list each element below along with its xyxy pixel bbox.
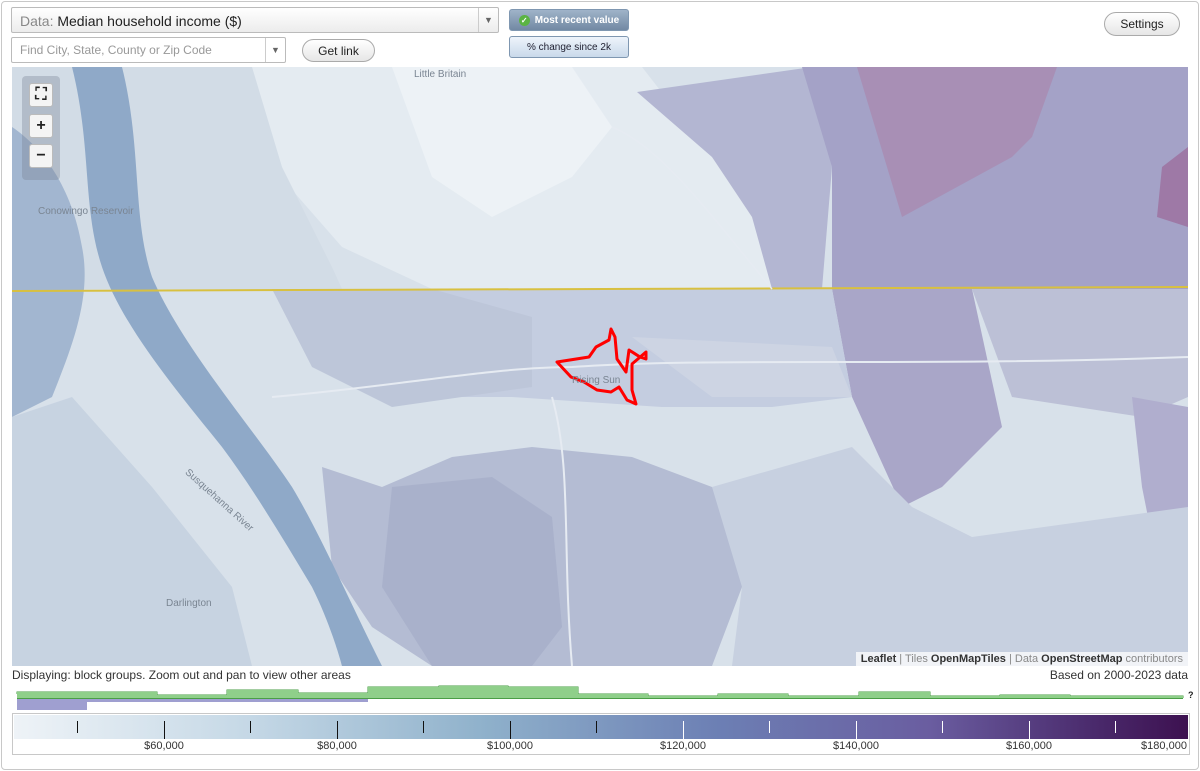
map-zoom-control: ⛶ + − bbox=[22, 76, 60, 180]
chevron-down-icon[interactable]: ▼ bbox=[478, 8, 498, 32]
legend-label: $180,000 bbox=[1141, 740, 1187, 752]
legend-label: $160,000 bbox=[1006, 740, 1052, 752]
map-label-little-britain: Little Britain bbox=[414, 69, 467, 80]
legend-label: $140,000 bbox=[833, 740, 879, 752]
leaflet-link[interactable]: Leaflet bbox=[860, 653, 897, 665]
location-search[interactable]: ▼ bbox=[11, 37, 286, 63]
histogram-help-icon[interactable]: ? bbox=[1188, 690, 1194, 700]
data-select-text: Data: Median household income ($) bbox=[20, 13, 242, 29]
value-histogram bbox=[16, 685, 1184, 710]
map-label-darlington: Darlington bbox=[166, 598, 212, 609]
zoom-in-button[interactable]: + bbox=[29, 114, 53, 138]
most-recent-value-button[interactable]: ✓ Most recent value bbox=[509, 9, 629, 31]
legend-label: $80,000 bbox=[317, 740, 357, 752]
pct-change-button[interactable]: % change since 2k bbox=[509, 36, 629, 58]
data-variable-select[interactable]: Data: Median household income ($) ▼ bbox=[11, 7, 499, 33]
zoom-out-button[interactable]: − bbox=[29, 144, 53, 168]
map-attribution: Leaflet | Tiles OpenMapTiles | Data Open… bbox=[855, 652, 1188, 666]
openstreetmap-link[interactable]: OpenStreetMap bbox=[1041, 653, 1123, 665]
settings-button[interactable]: Settings bbox=[1104, 12, 1180, 36]
check-icon: ✓ bbox=[518, 14, 530, 26]
legend-label: $60,000 bbox=[144, 740, 184, 752]
data-range-status: Based on 2000-2023 data bbox=[1049, 668, 1188, 682]
legend-label: $120,000 bbox=[660, 740, 706, 752]
legend-label: $100,000 bbox=[487, 740, 533, 752]
chevron-down-icon[interactable]: ▼ bbox=[265, 38, 285, 62]
fullscreen-icon[interactable]: ⛶ bbox=[29, 83, 53, 107]
map-label-conowingo-reservoir: Conowingo Reservoir bbox=[38, 206, 134, 217]
displaying-status: Displaying: block groups. Zoom out and p… bbox=[12, 668, 351, 682]
map-label-rising-sun: Rising Sun bbox=[572, 375, 621, 386]
map-view[interactable]: Little Britain Conowingo Reservoir Risin… bbox=[12, 67, 1188, 666]
color-legend: $60,000 $80,000 $100,000 $120,000 $140,0… bbox=[12, 713, 1190, 755]
search-input[interactable] bbox=[12, 38, 266, 62]
legend-gradient-bar bbox=[14, 715, 1188, 739]
openmaptiles-link[interactable]: OpenMapTiles bbox=[930, 653, 1006, 665]
choropleth-layer bbox=[12, 67, 1188, 666]
get-link-button[interactable]: Get link bbox=[302, 39, 375, 62]
